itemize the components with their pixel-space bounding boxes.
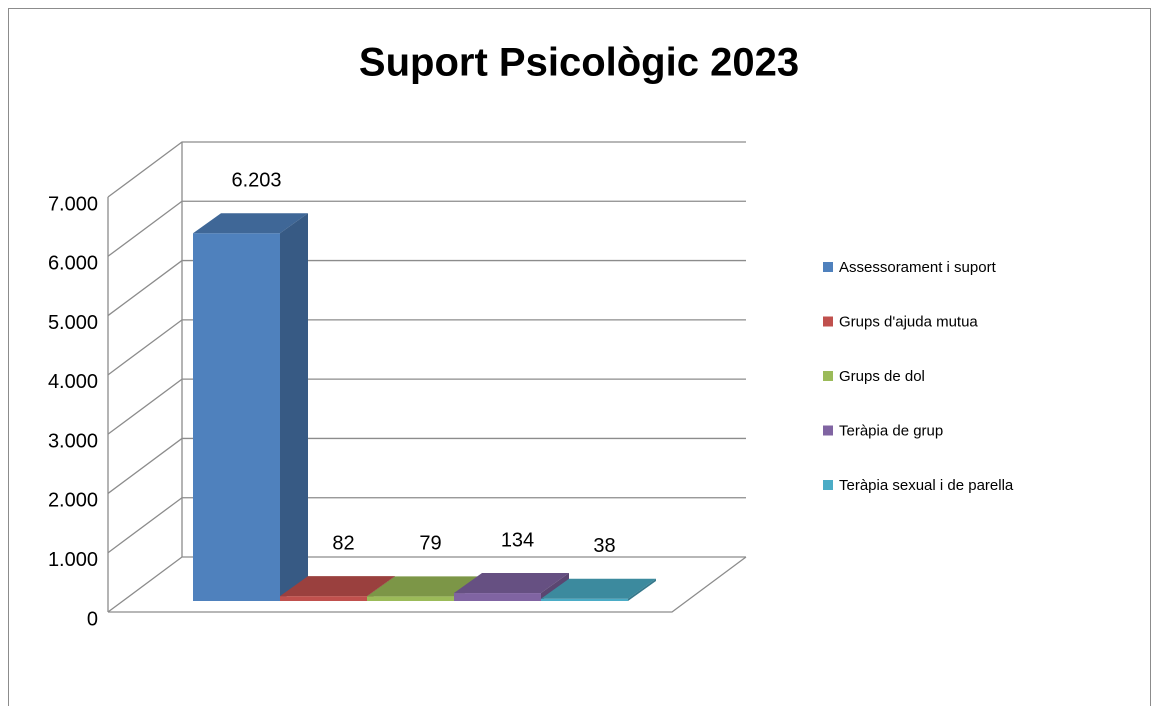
chart-title: Suport Psicològic 2023	[359, 41, 799, 85]
legend-swatch	[823, 371, 833, 381]
grid-line	[107, 141, 746, 198]
bar-top	[541, 578, 656, 599]
legend-label: Grups de dol	[839, 368, 925, 385]
legend-swatch	[823, 316, 833, 327]
data-label: 38	[593, 535, 615, 557]
bar	[367, 596, 454, 601]
legend-swatch	[823, 480, 833, 490]
bar-top	[193, 213, 308, 234]
legend-label: Grups d'ajuda mutua	[839, 313, 978, 330]
y-tick-label: 3.000	[48, 430, 98, 452]
legend-label: Teràpia de grup	[839, 422, 943, 439]
y-tick-label: 6.000	[48, 253, 98, 275]
y-tick-label: 1.000	[48, 549, 98, 571]
legend-swatch	[823, 262, 833, 272]
legend-swatch	[823, 425, 833, 436]
grid-line	[107, 378, 746, 435]
bar	[193, 233, 280, 601]
grid-line	[107, 259, 746, 317]
data-label: 79	[419, 533, 441, 555]
grid-line	[107, 556, 746, 613]
bar-top	[367, 576, 482, 597]
wall-edge	[107, 142, 747, 613]
grid-line	[107, 497, 746, 554]
bar	[541, 598, 628, 601]
bar-top	[280, 576, 395, 597]
y-tick-label: 4.000	[48, 371, 98, 393]
y-tick-label: 2.000	[48, 490, 98, 512]
bar	[454, 593, 541, 601]
grid-line	[107, 200, 746, 257]
bar	[280, 596, 367, 601]
bar-top	[454, 573, 569, 594]
data-label: 134	[501, 529, 534, 551]
bar-side	[280, 213, 308, 601]
y-tick-label: 0	[87, 608, 98, 630]
grid-line	[107, 437, 746, 494]
legend-label: Teràpia sexual i de parella	[839, 477, 1014, 494]
y-tick-label: 5.000	[48, 312, 98, 334]
data-label: 82	[332, 532, 354, 554]
bar-side	[628, 578, 656, 601]
legend-label: Assessorament i suport	[839, 259, 997, 276]
data-label: 6.203	[231, 170, 281, 192]
y-tick-label: 7.000	[48, 193, 98, 215]
grid-line	[107, 319, 746, 376]
frame	[8, 8, 1151, 706]
